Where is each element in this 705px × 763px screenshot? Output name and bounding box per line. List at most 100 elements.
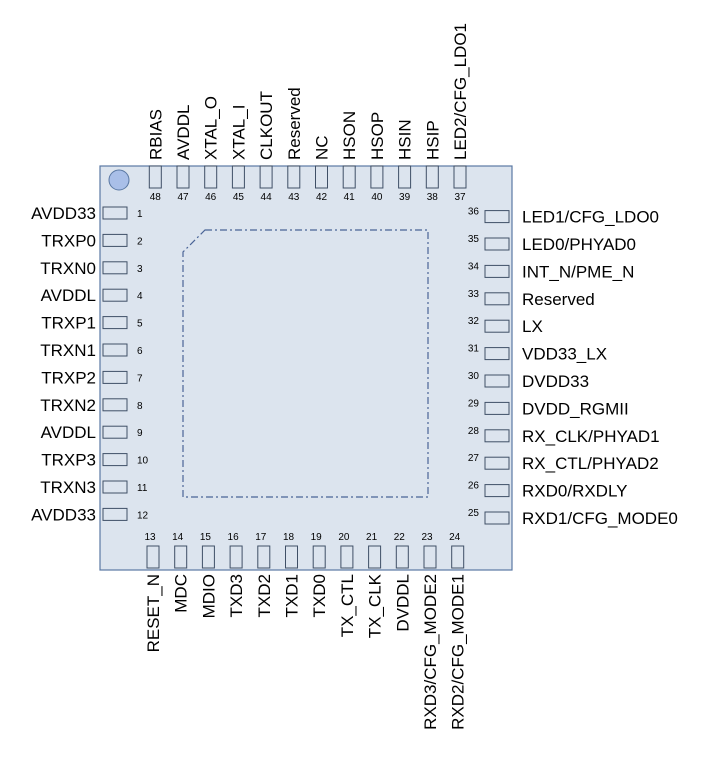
pin-42-label: NC xyxy=(313,135,332,160)
pin-28-number: 28 xyxy=(468,426,480,437)
pin-41-pad xyxy=(342,165,356,189)
pin-43-label: Reserved xyxy=(285,87,304,160)
pin-19-label: TXD0 xyxy=(310,574,329,617)
pin-16-number: 16 xyxy=(228,532,240,543)
pin-30-pad xyxy=(484,374,510,388)
pin-14-pad xyxy=(174,545,188,569)
pin-32-number: 32 xyxy=(468,316,480,327)
pin-21-label: TX_CLK xyxy=(366,573,385,638)
pin-4-number: 4 xyxy=(137,291,143,302)
pin-25-pad xyxy=(484,511,510,525)
package-body xyxy=(99,165,513,571)
pin-10-pad xyxy=(102,453,128,467)
pin-48-label: RBIAS xyxy=(146,109,165,160)
pin-18-number: 18 xyxy=(283,532,295,543)
exposed-pad-outline xyxy=(182,229,429,498)
pin-17-number: 17 xyxy=(255,532,267,543)
pin-43-number: 43 xyxy=(288,192,300,203)
pin-46-pad xyxy=(204,165,218,189)
pin-9-number: 9 xyxy=(137,428,143,439)
pin-29-label: DVDD_RGMII xyxy=(522,399,629,418)
pin-29-pad xyxy=(484,401,510,415)
pin-6-pad xyxy=(102,343,128,357)
pin-21-pad xyxy=(368,545,382,569)
pin-40-label: HSOP xyxy=(368,112,387,160)
pin-12-pad xyxy=(102,507,128,521)
pin-12-number: 12 xyxy=(137,510,149,521)
pin-5-pad xyxy=(102,316,128,330)
pin-31-number: 31 xyxy=(468,344,480,355)
pin-7-pad xyxy=(102,370,128,384)
pin-39-number: 39 xyxy=(399,192,411,203)
pin-1-label: AVDD33 xyxy=(31,204,96,223)
pin-9-pad xyxy=(102,425,128,439)
pin-7-number: 7 xyxy=(137,373,143,384)
pin-47-label: AVDDL xyxy=(174,105,193,160)
pin-23-number: 23 xyxy=(421,532,433,543)
pin-30-label: DVDD33 xyxy=(522,372,589,391)
pin-13-pad xyxy=(146,545,160,569)
pin-44-number: 44 xyxy=(261,192,273,203)
pin-10-number: 10 xyxy=(137,456,149,467)
pin-48-number: 48 xyxy=(150,192,162,203)
pin-13-number: 13 xyxy=(144,532,156,543)
pin-25-number: 25 xyxy=(468,508,480,519)
pin-27-label: RX_CTL/PHYAD2 xyxy=(522,454,659,473)
pin-26-number: 26 xyxy=(468,481,480,492)
pin-35-label: LED0/PHYAD0 xyxy=(522,235,636,254)
pin-38-label: HSIP xyxy=(423,120,442,160)
pin-11-label: TRXN3 xyxy=(40,478,96,497)
pin-39-label: HSIN xyxy=(396,119,415,160)
pin-3-pad xyxy=(102,261,128,275)
pin-19-pad xyxy=(312,545,326,569)
pin-8-number: 8 xyxy=(137,401,143,412)
pin-39-pad xyxy=(398,165,412,189)
pin-38-pad xyxy=(425,165,439,189)
pin-20-number: 20 xyxy=(338,532,350,543)
pin-33-pad xyxy=(484,292,510,306)
pin-30-number: 30 xyxy=(468,371,480,382)
pin-42-pad xyxy=(315,165,328,189)
pin-28-label: RX_CLK/PHYAD1 xyxy=(522,427,660,446)
pin-20-label: TX_CTL xyxy=(338,574,357,637)
pin-27-number: 27 xyxy=(468,453,480,464)
pin-2-number: 2 xyxy=(137,236,143,247)
pin-9-label: AVDDL xyxy=(41,423,96,442)
pin-24-pad xyxy=(451,545,465,569)
pin-21-number: 21 xyxy=(366,532,378,543)
pin-33-label: Reserved xyxy=(522,290,595,309)
pin-8-label: TRXN2 xyxy=(40,396,96,415)
pin-44-pad xyxy=(259,165,273,189)
pin-37-pad xyxy=(453,165,467,189)
pin-47-number: 47 xyxy=(177,192,189,203)
pin-45-pad xyxy=(231,165,245,189)
pin-36-pad xyxy=(484,210,510,224)
pin-1-pad xyxy=(102,206,128,220)
pin-16-pad xyxy=(229,545,243,569)
pin-32-pad xyxy=(484,319,510,333)
pin-24-label: RXD2/CFG_MODE1 xyxy=(449,574,468,730)
pin-17-pad xyxy=(257,545,271,569)
pin-22-number: 22 xyxy=(394,532,406,543)
pin-26-label: RXD0/RXDLY xyxy=(522,482,628,501)
pin-6-number: 6 xyxy=(137,346,143,357)
pin-26-pad xyxy=(484,484,510,498)
pin-35-pad xyxy=(484,237,510,251)
pin1-marker xyxy=(108,169,130,191)
pin-34-number: 34 xyxy=(468,261,480,272)
pin-14-number: 14 xyxy=(172,532,184,543)
pin-14-label: MDC xyxy=(172,574,191,613)
pin-34-pad xyxy=(484,264,510,278)
pin-37-label: LED2/CFG_LDO1 xyxy=(451,23,470,160)
pin-23-pad xyxy=(423,545,437,569)
pin-5-number: 5 xyxy=(137,319,143,330)
pin-37-number: 37 xyxy=(454,192,466,203)
pin-41-label: HSON xyxy=(340,111,359,160)
pin-11-number: 11 xyxy=(137,483,148,494)
pin-2-label: TRXP0 xyxy=(41,231,96,250)
pin-15-label: MDIO xyxy=(199,574,218,618)
pin-45-number: 45 xyxy=(233,192,245,203)
pin-27-pad xyxy=(484,456,510,470)
pin-44-label: CLKOUT xyxy=(257,91,276,160)
